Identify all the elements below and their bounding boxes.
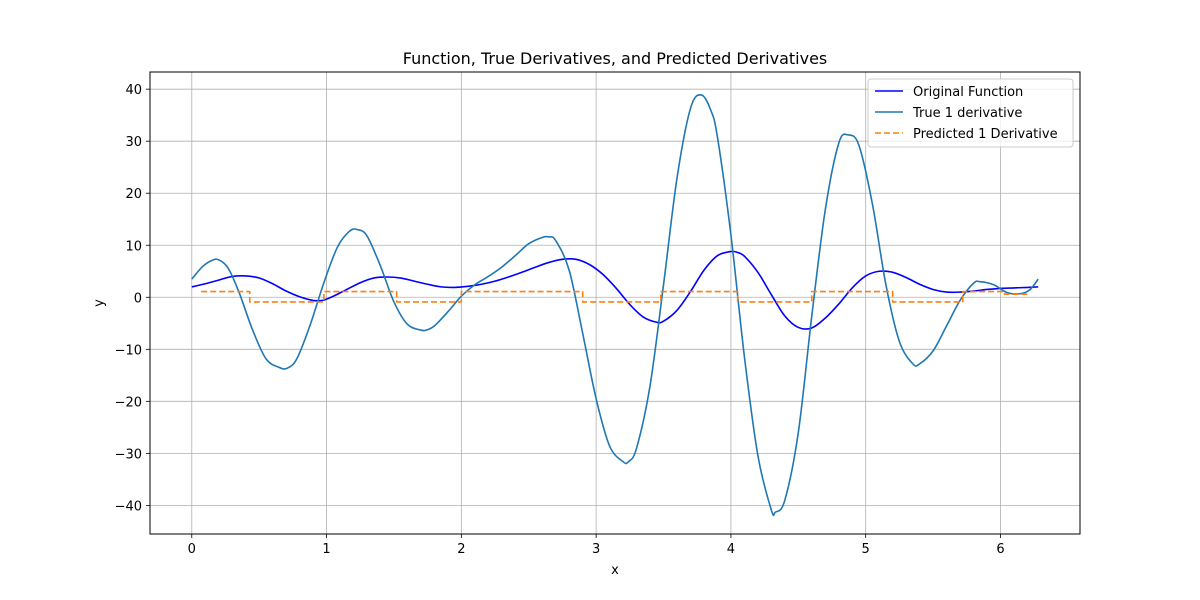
x-tick-label: 0 (188, 542, 196, 557)
x-tick-label: 5 (862, 542, 870, 557)
y-tick-label: −40 (115, 499, 142, 514)
chart-title: Function, True Derivatives, and Predicte… (403, 49, 828, 68)
predicted-derivative-line (201, 290, 1028, 303)
x-tick-label: 6 (996, 542, 1004, 557)
y-tick-label: 0 (134, 291, 142, 306)
x-tick-label: 3 (592, 542, 600, 557)
x-axis-label: x (611, 563, 619, 578)
grid-lines (150, 72, 1080, 534)
y-tick-label: 10 (125, 239, 142, 254)
axes-frame (149, 71, 1081, 535)
legend-label: True 1 derivative (912, 106, 1022, 121)
original-function-line (191, 250, 1039, 330)
y-tick-label: −30 (115, 447, 142, 462)
axis-ticks: 0 1 2 3 4 5 6 −40 −30 −20 −10 0 10 20 30 40 (115, 83, 1005, 557)
y-tick-label: 20 (125, 187, 142, 202)
y-tick-label: −10 (115, 343, 142, 358)
legend-label: Original Function (913, 85, 1023, 100)
y-tick-label: −20 (115, 395, 142, 410)
legend: Original Function True 1 derivative Predic… (867, 78, 1074, 148)
true-derivative-line (191, 94, 1039, 517)
x-tick-label: 4 (727, 542, 735, 557)
y-tick-label: 40 (125, 83, 142, 98)
x-tick-label: 2 (457, 542, 465, 557)
y-axis-label: y (92, 299, 107, 307)
x-tick-label: 1 (322, 542, 330, 557)
y-tick-label: 30 (125, 135, 142, 150)
legend-box (867, 78, 1074, 148)
plot-area (191, 94, 1039, 517)
legend-label: Predicted 1 Derivative (913, 127, 1058, 142)
